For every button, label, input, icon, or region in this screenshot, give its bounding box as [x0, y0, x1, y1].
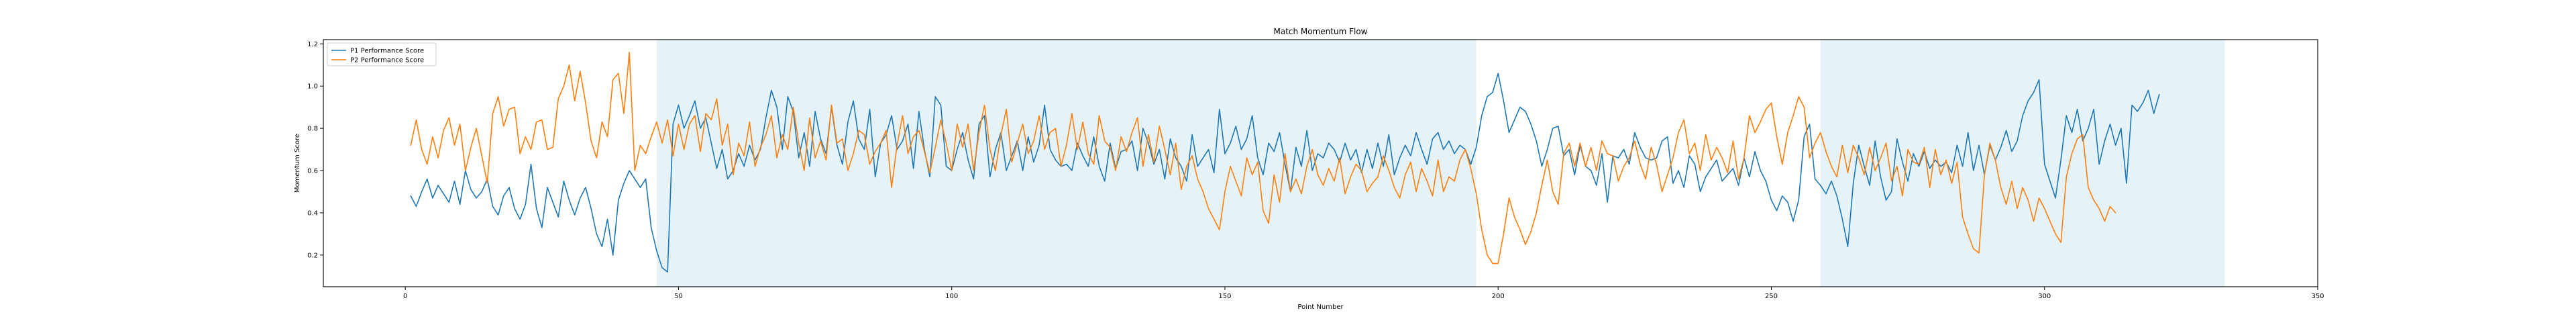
y-tick-label: 0.8 — [307, 126, 318, 133]
y-tick-label: 1.0 — [307, 83, 318, 91]
y-tick-label: 0.4 — [307, 210, 318, 217]
x-tick-label: 0 — [403, 293, 407, 300]
legend-box — [327, 42, 437, 66]
x-tick-label: 350 — [2311, 293, 2324, 300]
plot-frame — [323, 39, 2318, 287]
x-tick-label: 150 — [1218, 293, 1231, 300]
x-axis-label: Point Number — [1297, 304, 1344, 311]
x-axis-ticks: 0 50 100 150 200 250 300 350 — [403, 287, 2324, 300]
chart-title: Match Momentum Flow — [1273, 27, 1367, 36]
shaded-region-2 — [1820, 40, 2225, 287]
legend-label-p1: P1 Performance Score — [350, 48, 424, 55]
x-tick-label: 200 — [1492, 293, 1505, 300]
shaded-region-1 — [656, 40, 1477, 287]
y-tick-label: 1.2 — [307, 41, 318, 48]
y-axis-ticks: 0.2 0.4 0.6 0.8 1.0 1.2 — [307, 41, 323, 259]
x-tick-label: 300 — [2038, 293, 2051, 300]
y-axis-label: Momentum Score — [294, 134, 301, 193]
series-lines — [410, 52, 2160, 273]
shaded-regions — [656, 40, 2225, 287]
x-tick-label: 100 — [945, 293, 958, 300]
legend: P1 Performance Score P2 Performance Scor… — [327, 42, 437, 66]
legend-label-p2: P2 Performance Score — [350, 57, 424, 64]
x-tick-label: 250 — [1765, 293, 1778, 300]
x-tick-label: 50 — [674, 293, 683, 300]
series-line-p1 — [410, 73, 2160, 273]
y-tick-label: 0.6 — [307, 168, 318, 175]
y-tick-label: 0.2 — [307, 252, 318, 259]
series-line-p2 — [410, 52, 2116, 265]
